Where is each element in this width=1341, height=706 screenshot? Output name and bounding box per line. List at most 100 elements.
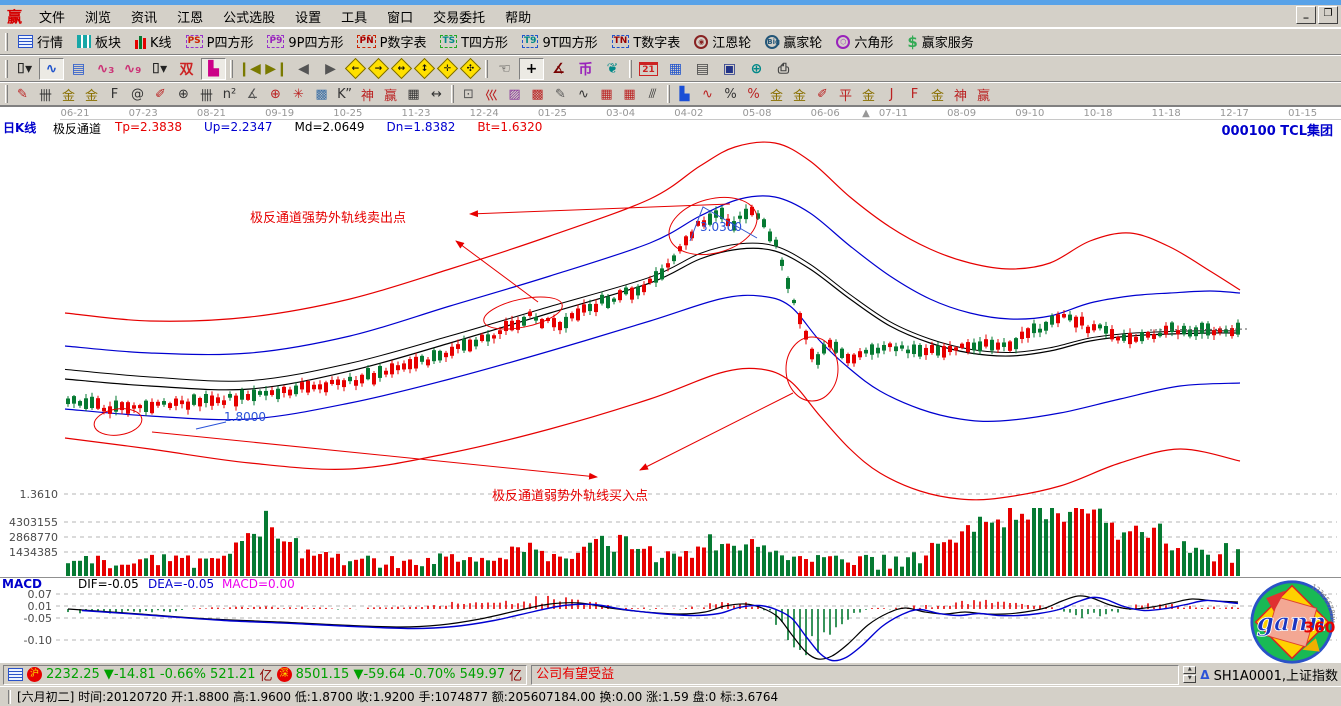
spinner-down-button[interactable]: ▼ — [1183, 675, 1197, 683]
drawing-tool-42[interactable]: 神 — [953, 88, 967, 104]
drawing-tool-38[interactable]: 金 — [861, 88, 875, 104]
feature-quotes[interactable]: 行情 — [11, 30, 70, 54]
drawing-tool-23[interactable]: ▩ — [531, 86, 544, 102]
feature-winner-service[interactable]: $ 赢家服务 — [900, 30, 980, 54]
drawing-tool-2[interactable]: 金 — [61, 88, 75, 104]
drawing-tool-14[interactable]: K” — [337, 86, 352, 102]
menu-item-3[interactable]: 江恩 — [177, 10, 204, 26]
feature-sectors[interactable]: 板块 — [70, 30, 128, 54]
drawing-tool-25[interactable]: ∿ — [578, 86, 589, 102]
drawing-tool-5[interactable]: @ — [131, 86, 144, 102]
diamond-cross-button[interactable]: ✛ — [436, 57, 459, 80]
drawing-tool-24[interactable]: ✎ — [555, 86, 566, 102]
menu-item-5[interactable]: 设置 — [295, 10, 322, 26]
web-tool-button[interactable]: ❦ — [606, 60, 619, 77]
drawing-tool-35[interactable]: 金 — [792, 88, 806, 104]
web-save-button[interactable]: ⊕ — [750, 60, 763, 77]
drawing-tool-43[interactable]: 赢 — [976, 88, 990, 104]
chart-area[interactable]: 日K线 06-21 07-23 08-21 09-19 10-25 11-23 12-24 0… — [0, 106, 1341, 664]
notes-button[interactable]: ▤ — [695, 60, 710, 77]
minimize-button[interactable]: _ — [1296, 6, 1316, 24]
print-button[interactable]: ⎙ — [777, 60, 790, 77]
calculator-button[interactable]: ▦ — [668, 60, 683, 77]
menu-item-7[interactable]: 窗口 — [387, 10, 414, 26]
feature-t-square[interactable]: TS T四方形 — [433, 30, 515, 54]
drawing-tool-21[interactable]: 巛 — [484, 88, 498, 104]
grid-tool-button[interactable]: 币 — [578, 61, 593, 78]
quote-table-icon[interactable] — [8, 668, 23, 681]
diamond-left-button[interactable]: ← — [344, 57, 367, 80]
drawing-tool-31[interactable]: ∿ — [702, 86, 713, 102]
first-page-button[interactable]: ❙◀ — [238, 60, 261, 77]
drawing-tool-10[interactable]: ∡ — [246, 86, 259, 102]
drawing-tool-13[interactable]: ▩ — [315, 86, 328, 102]
drawing-tool-17[interactable]: ▦ — [407, 86, 420, 102]
drawing-tool-11[interactable]: ⊕ — [270, 86, 281, 102]
next-page-button[interactable]: ▶ — [325, 60, 336, 77]
drawing-tool-0[interactable]: ✎ — [17, 86, 28, 102]
feature-t-number-table[interactable]: TN T数字表 — [605, 30, 688, 54]
candle-style-dropdown-button[interactable]: ⌷▾ — [16, 60, 33, 77]
drawing-tool-9[interactable]: n² — [222, 86, 237, 102]
drawing-tool-4[interactable]: F — [110, 86, 119, 102]
crosshair-tool-button[interactable]: + — [519, 57, 544, 80]
diamond-right-button[interactable]: → — [367, 57, 390, 80]
drawing-tool-27[interactable]: ▦ — [623, 86, 636, 102]
feature-9t-square[interactable]: T9 9T四方形 — [515, 30, 605, 54]
drawing-tool-40[interactable]: F — [910, 86, 919, 102]
spinner-up-button[interactable]: ▲ — [1183, 666, 1197, 674]
menu-item-2[interactable]: 资讯 — [131, 10, 158, 26]
restore-button[interactable]: ❐ — [1318, 6, 1338, 24]
info-panel-button[interactable]: ▤ — [71, 60, 86, 77]
diamond-h-button[interactable]: ↔ — [390, 57, 413, 80]
calendar-button[interactable]: 21 — [636, 58, 661, 80]
last-page-button[interactable]: ▶❙ — [265, 60, 288, 77]
diamond-v-button[interactable]: ↕ — [413, 57, 436, 80]
feature-gann-wheel[interactable]: ◉ 江恩轮 — [687, 30, 758, 54]
feature-hexagon[interactable]: ⬡ 六角形 — [829, 30, 900, 54]
drawing-tool-1[interactable]: 卌 — [38, 88, 52, 104]
histogram-tool-button[interactable]: ▙ — [201, 57, 226, 80]
trend-tool-button[interactable]: ∿ — [39, 57, 64, 80]
save-button[interactable]: ▣ — [722, 60, 737, 77]
drawing-tool-36[interactable]: ✐ — [817, 86, 828, 102]
menu-item-9[interactable]: 帮助 — [505, 10, 532, 26]
drawing-tool-16[interactable]: 赢 — [383, 88, 397, 104]
drawing-tool-8[interactable]: 卌 — [199, 88, 213, 104]
angle-tool-button[interactable]: ∡ — [552, 60, 565, 77]
candle-dropdown-button[interactable]: ⌷▾ — [151, 60, 168, 77]
menu-item-6[interactable]: 工具 — [341, 10, 368, 26]
feature-p-square[interactable]: PS P四方形 — [179, 30, 261, 54]
drawing-tool-20[interactable]: ⊡ — [463, 86, 474, 102]
menu-item-8[interactable]: 交易委托 — [433, 10, 486, 26]
drawing-tool-18[interactable]: ↔ — [431, 86, 442, 102]
wave-9-button[interactable]: ∿₉ — [123, 60, 142, 77]
feature-9p-square[interactable]: P9 9P四方形 — [260, 30, 350, 54]
drawing-tool-39[interactable]: J — [889, 86, 894, 102]
drawing-tool-32[interactable]: % — [724, 86, 737, 102]
drawing-tool-6[interactable]: ✐ — [155, 86, 166, 102]
feature-winner-wheel[interactable]: Big 赢家轮 — [758, 30, 829, 54]
feature-kline[interactable]: K线 — [128, 30, 179, 54]
drawing-tool-34[interactable]: 金 — [769, 88, 783, 104]
drawing-tool-12[interactable]: ✳ — [293, 86, 304, 102]
hand-tool-button[interactable]: ☜ — [498, 60, 511, 77]
wave-3-button[interactable]: ∿₃ — [96, 60, 115, 77]
drawing-tool-7[interactable]: ⊕ — [178, 86, 189, 102]
drawing-tool-30[interactable]: ▙ — [679, 86, 690, 102]
drawing-tool-33[interactable]: % — [747, 86, 760, 102]
menu-item-1[interactable]: 浏览 — [85, 10, 112, 26]
menu-item-0[interactable]: 文件 — [39, 10, 66, 26]
drawing-tool-37[interactable]: 平 — [838, 88, 852, 104]
drawing-tool-28[interactable]: ⫻ — [648, 86, 657, 102]
prev-page-button[interactable]: ◀ — [298, 60, 309, 77]
feature-p-number-table[interactable]: PN P数字表 — [350, 30, 433, 54]
drawing-tool-3[interactable]: 金 — [84, 88, 98, 104]
menu-item-4[interactable]: 公式选股 — [223, 10, 276, 26]
price-volume-macd-plot[interactable] — [0, 107, 1341, 663]
drawing-tool-41[interactable]: 金 — [930, 88, 944, 104]
pattern-tool-button[interactable]: 双 — [179, 61, 194, 78]
drawing-tool-26[interactable]: ▦ — [600, 86, 613, 102]
drawing-tool-15[interactable]: 神 — [360, 88, 374, 104]
drawing-tool-22[interactable]: ▨ — [508, 86, 521, 102]
